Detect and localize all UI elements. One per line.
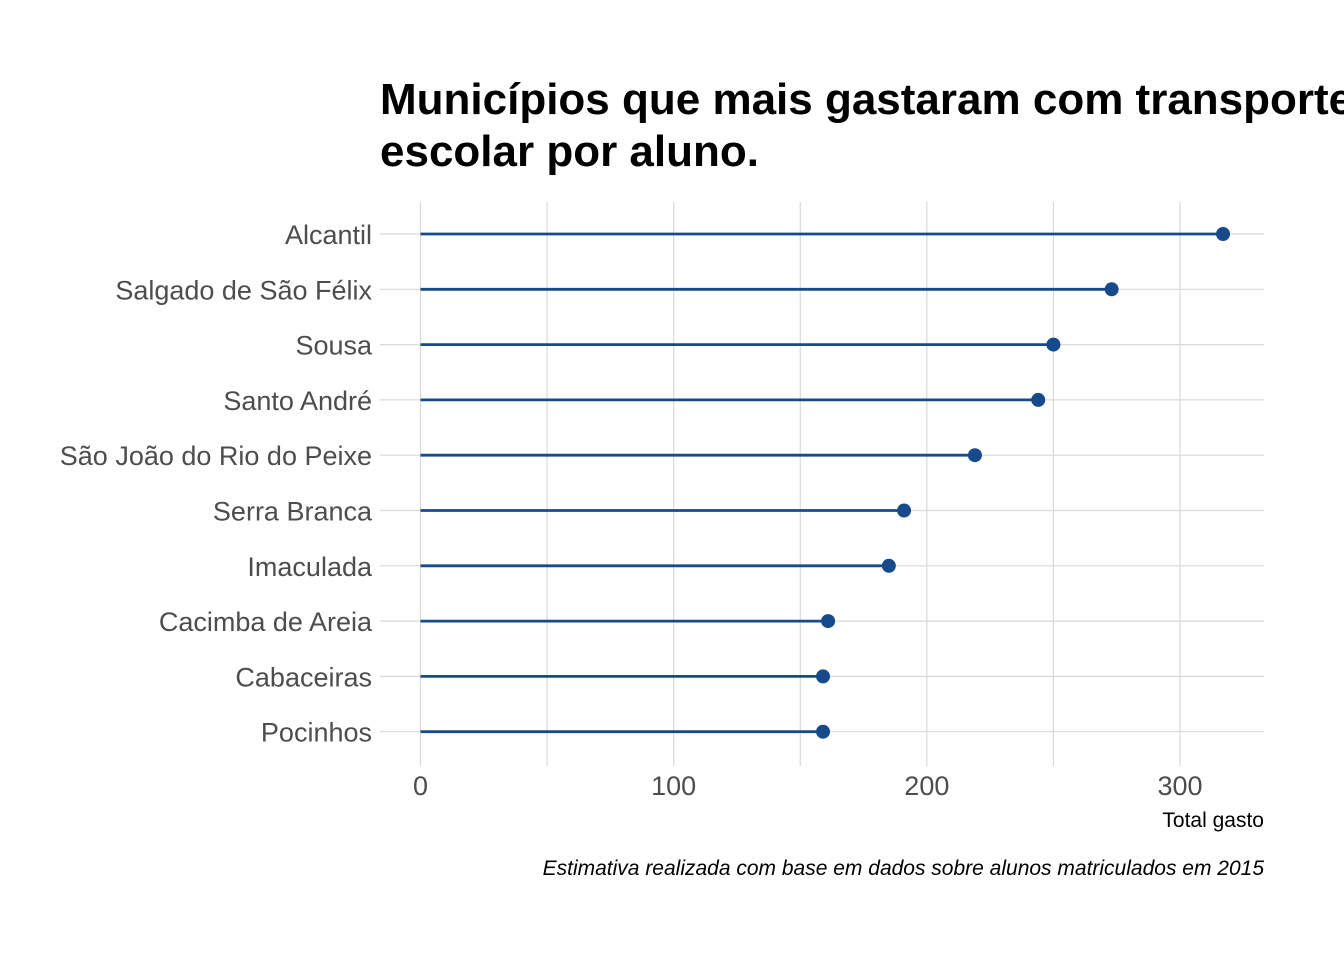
lollipop-dot [967, 448, 982, 463]
lollipop-dot [1216, 227, 1231, 241]
x-tick-label: 100 [651, 771, 696, 801]
lollipop-dot [821, 614, 836, 629]
x-axis-title: Total gasto [1162, 809, 1264, 832]
chart-title-line-1: Municípios que mais gastaram com transpo… [380, 75, 1344, 124]
lollipop-dot [1046, 337, 1061, 352]
x-tick-labels: 0 100 200 300 [413, 771, 1203, 801]
x-tick-label: 0 [413, 771, 428, 801]
lollipop-dot [897, 503, 912, 518]
category-label: Santo André [223, 386, 372, 416]
lollipop-dot [1031, 392, 1046, 407]
lollipop-dot [1104, 282, 1119, 297]
lollipop-dot [816, 669, 831, 684]
chart-caption: Estimativa realizada com base em dados s… [543, 857, 1265, 880]
lollipop-dot [816, 724, 831, 739]
lollipop-dot [881, 558, 896, 573]
category-label: Cabaceiras [235, 662, 372, 692]
category-label: Sousa [295, 331, 373, 361]
x-tick-label: 300 [1157, 771, 1202, 801]
category-label: Salgado de São Félix [115, 275, 372, 305]
category-label: Imaculada [247, 552, 373, 582]
chart-title-line-2: escolar por aluno. [380, 127, 759, 176]
category-label: Alcantil [285, 220, 372, 250]
category-label: Cacimba de Areia [159, 607, 373, 637]
category-label: Serra Branca [213, 497, 373, 527]
lollipop-dots [816, 227, 1231, 739]
category-label: São João do Rio do Peixe [60, 441, 372, 471]
x-tick-label: 200 [904, 771, 949, 801]
lollipop-sticks [420, 232, 1224, 734]
category-labels: Alcantil Salgado de São Félix Sousa Santo A… [60, 220, 373, 748]
category-label: Pocinhos [261, 718, 372, 748]
